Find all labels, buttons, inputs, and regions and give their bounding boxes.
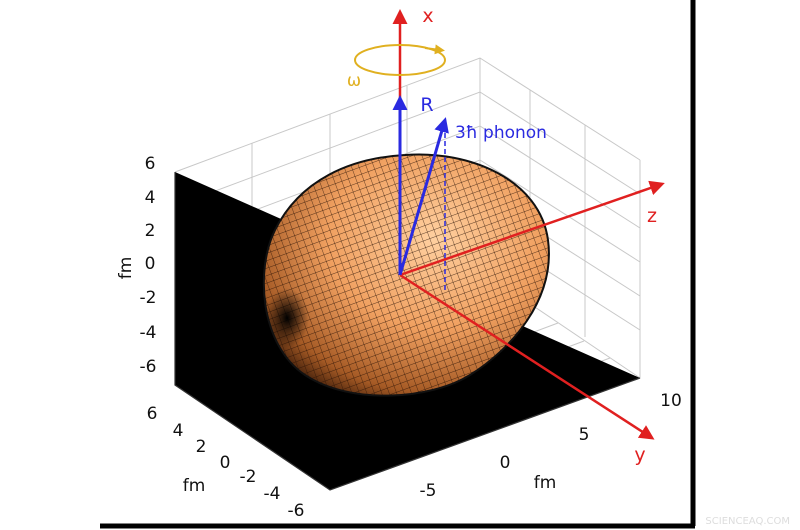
tick-label: 10: [660, 391, 682, 411]
tick-label: -4: [264, 484, 281, 504]
tick-label: 6: [147, 404, 158, 424]
tick-label: -4: [140, 323, 157, 343]
tick-label: -2: [240, 467, 257, 487]
omega-label: ω: [347, 71, 361, 91]
axis-label: y: [634, 444, 645, 466]
r-label: R: [420, 94, 433, 116]
tick-label: -6: [140, 357, 157, 377]
tick-label: -6: [288, 501, 305, 521]
vectors: [392, 95, 449, 290]
tick-label: 0: [220, 453, 231, 473]
tick-label: 2: [196, 437, 207, 457]
tick-label: 2: [145, 221, 156, 241]
tick-label: 5: [579, 425, 590, 445]
watermark: SCIENCEAQ.COM: [705, 516, 790, 527]
tick-label: -2: [140, 288, 157, 308]
tick-label: 0: [500, 453, 511, 473]
tick-label: 4: [145, 188, 156, 208]
axis-unit: fm: [534, 473, 557, 493]
axis-label: z: [647, 205, 657, 227]
tick-label: 4: [173, 421, 184, 441]
axis-unit: fm: [116, 257, 136, 280]
phonon-label: 3ħ phonon: [455, 123, 547, 143]
rotation-loop: [354, 44, 446, 76]
axis-label: x: [422, 5, 433, 27]
tick-label: 6: [145, 154, 156, 174]
axis-unit: fm: [183, 476, 206, 496]
tick-label: 0: [145, 254, 156, 274]
rotation-arrow: [424, 44, 445, 55]
tick-label: -5: [420, 481, 437, 501]
